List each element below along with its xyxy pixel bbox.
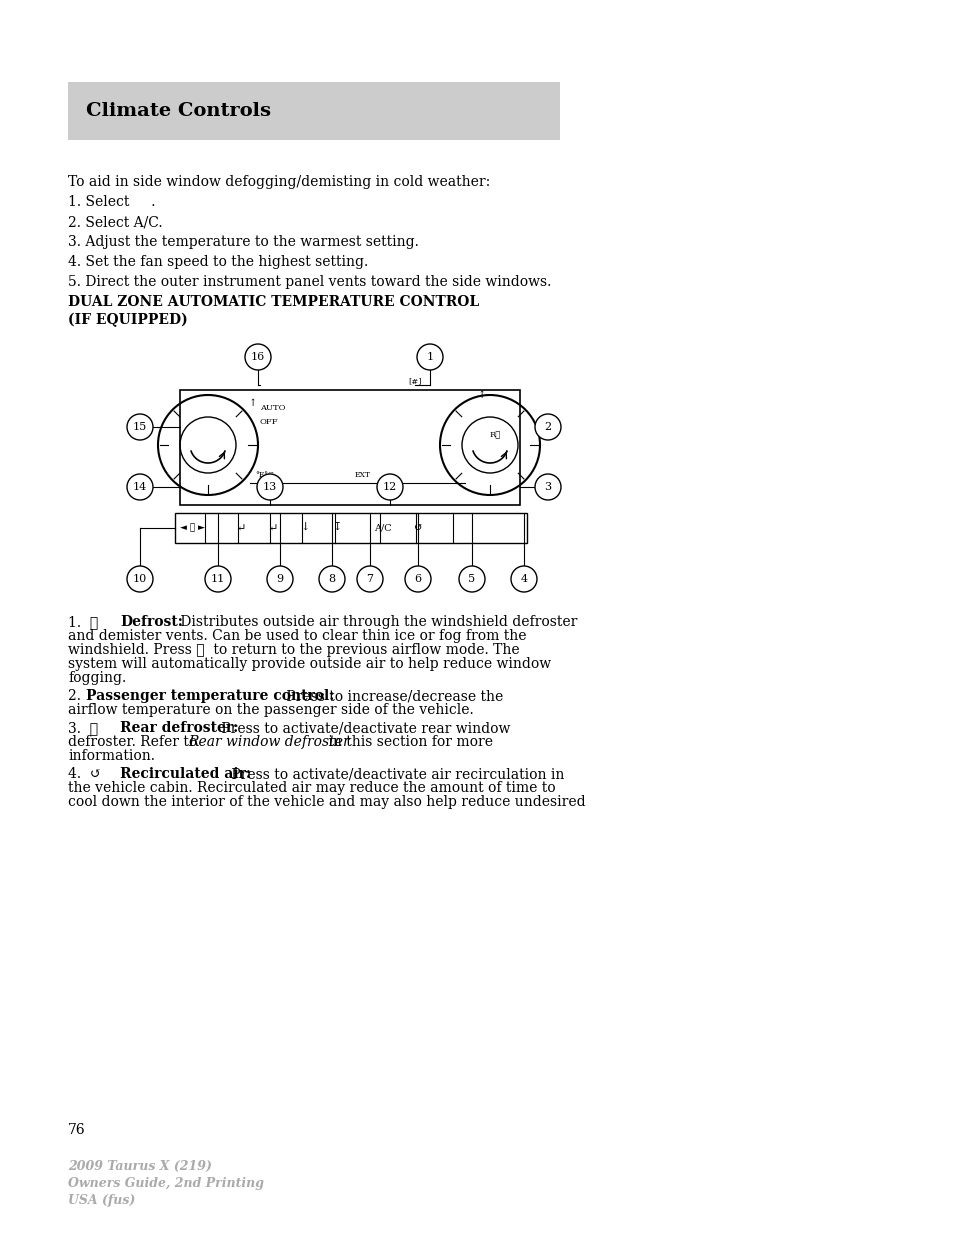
Text: ↵: ↵ xyxy=(268,522,277,534)
Text: 3. Adjust the temperature to the warmest setting.: 3. Adjust the temperature to the warmest… xyxy=(68,235,418,249)
Text: 5. Direct the outer instrument panel vents toward the side windows.: 5. Direct the outer instrument panel ven… xyxy=(68,275,551,289)
Text: 10: 10 xyxy=(132,574,147,584)
Text: 76: 76 xyxy=(68,1123,86,1137)
Circle shape xyxy=(535,474,560,500)
Text: ↺: ↺ xyxy=(414,522,423,534)
Circle shape xyxy=(127,566,152,592)
Text: 2. Select A/C.: 2. Select A/C. xyxy=(68,215,162,228)
Text: ↧: ↧ xyxy=(332,522,341,534)
Text: 1. Select     .: 1. Select . xyxy=(68,195,155,209)
Text: 3: 3 xyxy=(544,482,551,492)
Circle shape xyxy=(205,566,231,592)
Text: USA (fus): USA (fus) xyxy=(68,1194,135,1207)
Text: Passenger temperature control:: Passenger temperature control: xyxy=(86,689,334,703)
Text: 2009 Taurus X (219): 2009 Taurus X (219) xyxy=(68,1160,212,1173)
Circle shape xyxy=(416,345,442,370)
Text: (IF EQUIPPED): (IF EQUIPPED) xyxy=(68,312,188,327)
Text: 5: 5 xyxy=(468,574,475,584)
Text: 2.: 2. xyxy=(68,689,85,703)
Text: 2: 2 xyxy=(544,422,551,432)
Text: °F°C: °F°C xyxy=(254,471,274,479)
Text: the vehicle cabin. Recirculated air may reduce the amount of time to: the vehicle cabin. Recirculated air may … xyxy=(68,781,555,795)
Text: Rear defroster:: Rear defroster: xyxy=(120,721,238,735)
Text: fogging.: fogging. xyxy=(68,671,126,685)
Text: system will automatically provide outside air to help reduce window: system will automatically provide outsid… xyxy=(68,657,551,671)
Text: Press to activate/deactivate rear window: Press to activate/deactivate rear window xyxy=(216,721,510,735)
Text: ◄ ❅ ►: ◄ ❅ ► xyxy=(180,524,205,532)
Text: 4. Set the fan speed to the highest setting.: 4. Set the fan speed to the highest sett… xyxy=(68,254,368,269)
Circle shape xyxy=(245,345,271,370)
Text: cool down the interior of the vehicle and may also help reduce undesired: cool down the interior of the vehicle an… xyxy=(68,795,585,809)
Text: A/C: A/C xyxy=(374,524,392,532)
Circle shape xyxy=(127,474,152,500)
Text: 11: 11 xyxy=(211,574,225,584)
Circle shape xyxy=(267,566,293,592)
Text: EXT: EXT xyxy=(355,471,371,479)
Text: and demister vents. Can be used to clear thin ice or fog from the: and demister vents. Can be used to clear… xyxy=(68,629,526,643)
Text: 6: 6 xyxy=(414,574,421,584)
Text: windshield. Press ⓽  to return to the previous airflow mode. The: windshield. Press ⓽ to return to the pre… xyxy=(68,643,519,657)
Text: Defrost:: Defrost: xyxy=(120,615,183,629)
Text: in this section for more: in this section for more xyxy=(324,735,493,748)
Text: Press to increase/decrease the: Press to increase/decrease the xyxy=(282,689,503,703)
Circle shape xyxy=(458,566,484,592)
Text: 3.  ⓽: 3. ⓽ xyxy=(68,721,107,735)
Text: 15: 15 xyxy=(132,422,147,432)
Text: Climate Controls: Climate Controls xyxy=(86,103,271,120)
Text: airflow temperature on the passenger side of the vehicle.: airflow temperature on the passenger sid… xyxy=(68,703,474,718)
Circle shape xyxy=(535,414,560,440)
Text: [#]: [#] xyxy=(408,377,421,385)
Text: ↑: ↑ xyxy=(249,399,256,408)
Text: 8: 8 xyxy=(328,574,335,584)
Text: OFF: OFF xyxy=(260,417,278,426)
Text: defroster. Refer to: defroster. Refer to xyxy=(68,735,201,748)
Bar xyxy=(68,82,559,140)
Text: 13: 13 xyxy=(263,482,276,492)
Circle shape xyxy=(127,414,152,440)
Text: To aid in side window defogging/demisting in cold weather:: To aid in side window defogging/demistin… xyxy=(68,175,490,189)
Text: DUAL ZONE AUTOMATIC TEMPERATURE CONTROL: DUAL ZONE AUTOMATIC TEMPERATURE CONTROL xyxy=(68,295,478,309)
Text: Press to activate/deactivate air recirculation in: Press to activate/deactivate air recircu… xyxy=(227,767,564,781)
Circle shape xyxy=(318,566,345,592)
Text: information.: information. xyxy=(68,748,154,763)
Text: 1.  ⓽: 1. ⓽ xyxy=(68,615,107,629)
Circle shape xyxy=(405,566,431,592)
Text: 9: 9 xyxy=(276,574,283,584)
Text: Recirculated air:: Recirculated air: xyxy=(120,767,251,781)
Bar xyxy=(174,513,526,543)
Text: ↵: ↵ xyxy=(236,522,246,534)
Text: AUTO: AUTO xyxy=(260,404,285,412)
Circle shape xyxy=(256,474,283,500)
Text: ↑: ↑ xyxy=(477,391,485,400)
Text: R⓽: R⓽ xyxy=(489,431,500,438)
Text: 4: 4 xyxy=(520,574,527,584)
Circle shape xyxy=(376,474,402,500)
Text: 14: 14 xyxy=(132,482,147,492)
Text: 12: 12 xyxy=(382,482,396,492)
Text: Rear window defroster: Rear window defroster xyxy=(188,735,349,748)
Text: 1: 1 xyxy=(426,352,433,362)
Text: 4.  ↺: 4. ↺ xyxy=(68,767,111,781)
Circle shape xyxy=(511,566,537,592)
Text: 7: 7 xyxy=(366,574,374,584)
Text: ↓: ↓ xyxy=(300,522,310,534)
Text: 16: 16 xyxy=(251,352,265,362)
Text: Owners Guide, 2nd Printing: Owners Guide, 2nd Printing xyxy=(68,1177,264,1191)
Bar xyxy=(180,390,519,505)
Text: Distributes outside air through the windshield defroster: Distributes outside air through the wind… xyxy=(175,615,577,629)
Circle shape xyxy=(356,566,382,592)
